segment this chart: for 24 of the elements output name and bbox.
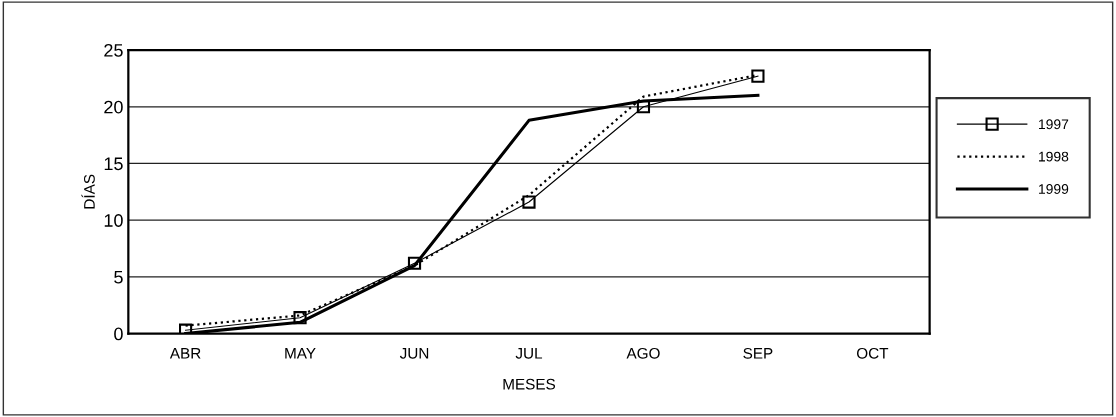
x-tick-label: ABR [169, 348, 201, 359]
x-tick-label: AGO [626, 347, 660, 359]
y-tick-label: 5 [114, 271, 123, 284]
point [751, 69, 765, 83]
legend-label: 1997 [1039, 119, 1069, 130]
point [522, 195, 536, 209]
x-tick-label: SEP [743, 347, 773, 359]
y-tick-label: 20 [104, 100, 123, 114]
y-tick-label: 15 [104, 157, 123, 171]
point [293, 311, 307, 325]
x-axis-title: MESES [503, 378, 556, 390]
x-tick-label: OCT [856, 347, 889, 359]
legend-label: 1998 [1039, 151, 1069, 162]
y-tick-label: 25 [104, 43, 123, 57]
y-axis-title: DÍAS [81, 174, 95, 209]
y-tick-label: 10 [104, 214, 123, 227]
point [178, 323, 193, 334]
y-tick-label: 0 [114, 327, 123, 341]
point [407, 256, 422, 270]
x-tick-label: MAY [285, 348, 316, 359]
legend-label: 1999 [1039, 184, 1069, 194]
x-tick-label: JUN [399, 348, 429, 359]
point [636, 100, 651, 114]
x-tick-label: JUL [515, 348, 543, 359]
